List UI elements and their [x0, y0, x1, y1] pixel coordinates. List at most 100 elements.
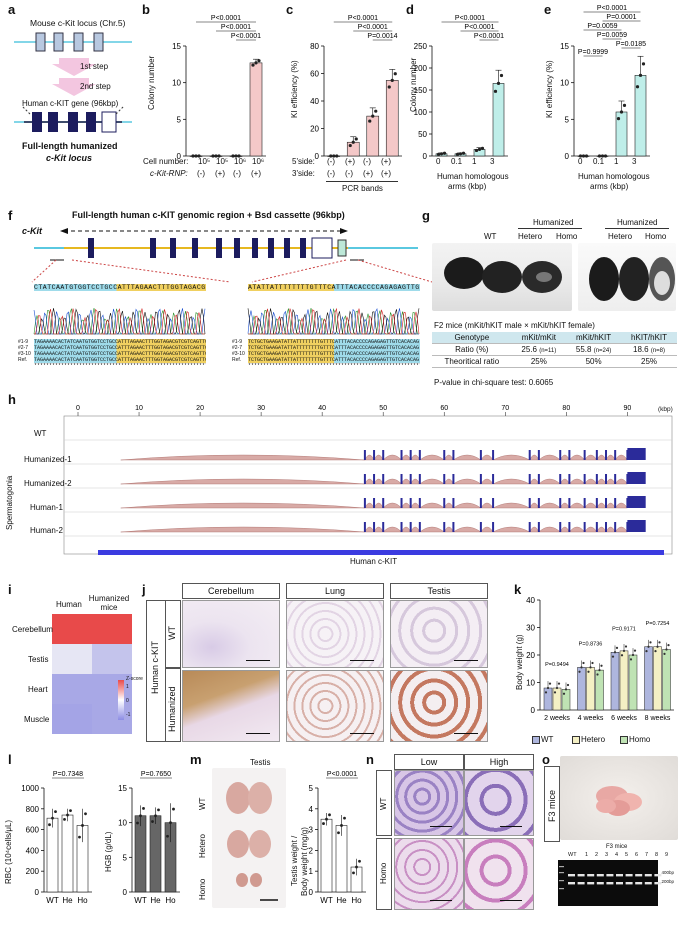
data-point	[631, 653, 635, 657]
heatmap-cell	[52, 614, 92, 644]
exon-peak	[409, 474, 412, 484]
splice-arc	[538, 454, 561, 461]
splice-arc	[614, 526, 628, 533]
bar	[543, 687, 553, 711]
zscore-title: Z-score	[126, 676, 143, 682]
genotype-table-title: F2 mice (mKit/hKIT male × mKit/hKIT fema…	[434, 321, 595, 330]
splice-arc	[410, 454, 421, 461]
scale-bar	[350, 733, 374, 734]
exon-peak	[614, 498, 617, 508]
exon-peak	[559, 450, 562, 460]
splice-arc	[373, 478, 384, 485]
y-tick-label: 0	[531, 706, 536, 715]
pups-drawing	[596, 786, 642, 816]
gene-label: Human c-KIT	[350, 557, 398, 566]
heatmap-col-humanized: Humanized mice	[88, 594, 130, 612]
exon-peak	[418, 450, 421, 460]
align-row: TCTGCTGAAGATATTATTTTTTTTGTTTCATTTACACCCC…	[248, 339, 420, 345]
exon-peak	[452, 474, 455, 484]
col-header: mKit/mKit	[511, 332, 567, 344]
chart-e-xlabel1: Human homologous	[578, 172, 650, 181]
data-point	[638, 73, 643, 77]
align-label: #2-7	[18, 345, 29, 351]
splice-arc	[614, 454, 628, 461]
data-point	[622, 649, 626, 652]
f3-side-box	[544, 766, 560, 842]
chart-b-row2-label: c-Kit-RNP:	[150, 169, 188, 178]
gel-band	[625, 882, 633, 885]
kbp-tick-label: 70	[501, 405, 509, 412]
scale-bar	[350, 660, 374, 661]
heatmap-cell	[92, 704, 132, 734]
y-tick-label: 60	[310, 70, 319, 79]
y-tick-label: 1000	[21, 784, 39, 793]
b-r2-1: (+)	[215, 169, 225, 178]
row-label: Theoritical ratio	[432, 355, 512, 368]
spermatogonia-label: Spermatogonia	[5, 475, 14, 530]
align-label: Ref.	[18, 357, 28, 363]
chart-d: 0 50 100 150 200 250 P<0.0001 P<0.0001 P<0.0001	[414, 15, 508, 161]
kbp-tick-label: 80	[562, 405, 570, 412]
exon-peak	[492, 498, 495, 508]
data-point	[234, 154, 238, 158]
d-x-2: 1	[472, 157, 477, 166]
col-header: Genotype	[432, 332, 512, 344]
bar	[561, 689, 571, 711]
splice-arc	[492, 502, 530, 509]
y-tick-label: 400	[26, 846, 40, 855]
exon-peak	[479, 474, 482, 484]
splice-arc	[605, 526, 616, 533]
chart-d-xlabel2: arms (kbp)	[448, 182, 487, 191]
splice-arc	[605, 478, 616, 485]
data-point	[649, 641, 652, 644]
x-tick-label: He	[336, 896, 347, 905]
gene-model	[98, 550, 664, 555]
bar	[577, 667, 586, 711]
panel-label-e: e	[544, 2, 552, 17]
data-point	[555, 686, 559, 690]
splice-arc	[492, 526, 530, 533]
kbp-unit: (kbp)	[658, 406, 673, 413]
kbp-tick-label: 60	[440, 405, 448, 412]
y-tick-label: 0	[123, 888, 128, 897]
exon-peak	[479, 498, 482, 508]
exon-peak	[443, 522, 446, 532]
data-point	[667, 644, 670, 647]
y-tick-label: 40	[526, 596, 535, 605]
gel-band	[625, 874, 633, 877]
splice-arc	[443, 478, 454, 485]
exon-peak	[492, 522, 495, 532]
align-stars: ****************************************…	[248, 363, 420, 369]
splice-arc	[568, 502, 586, 509]
exon-peak	[537, 474, 540, 484]
data-point	[584, 154, 589, 158]
bar	[653, 646, 662, 711]
legend-wt: WT	[541, 735, 554, 744]
splice-arc	[452, 502, 482, 509]
heatmap-cell	[92, 674, 132, 704]
he-image	[394, 838, 464, 910]
exon-peak	[627, 496, 646, 508]
splice-arc	[492, 478, 530, 485]
splice-arc	[584, 478, 598, 485]
splice-arc	[419, 502, 445, 509]
data-point	[553, 691, 557, 694]
x-tick-label: 8 weeks	[645, 715, 671, 722]
he-image	[394, 770, 464, 836]
panel-label-m: m	[190, 752, 202, 767]
kbp-tick-label: 90	[623, 405, 631, 412]
x-tick-label: WT	[134, 896, 147, 905]
align-label: #3-10	[18, 351, 31, 357]
data-point	[596, 673, 599, 676]
splice-arc	[401, 526, 411, 533]
ratio-cell: 55.8 (n=24)	[566, 343, 622, 356]
data-point	[562, 692, 566, 695]
p-value: P=0.0185	[616, 41, 646, 48]
panel-label-o: o	[542, 752, 550, 767]
data-point	[374, 109, 378, 113]
m-label-hetero: Hetero	[198, 833, 207, 858]
p-value: P=0.9171	[612, 626, 636, 632]
chi-square-pval: P-value in chi-square test: 0.6065	[434, 378, 554, 387]
gel-marker: 200bp	[661, 879, 674, 884]
y-tick-label: 15	[118, 784, 127, 793]
